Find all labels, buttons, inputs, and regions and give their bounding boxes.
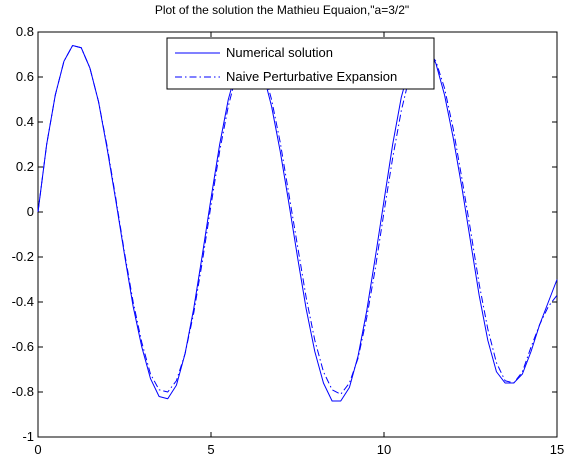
ticks-layer: 0 5 10 15 -1 -0.8 -0.6 -0.4 -0.2 0 0.2 0.4 0.6 0.8 bbox=[12, 24, 565, 457]
y-tick-label: 0.2 bbox=[16, 159, 34, 174]
y-tick-label: -0.4 bbox=[12, 294, 34, 309]
legend: Numerical solution Naive Perturbative Ex… bbox=[166, 37, 435, 90]
y-tick-label: -1 bbox=[22, 429, 34, 444]
x-tick-label: 0 bbox=[34, 442, 41, 457]
legend-box bbox=[166, 37, 435, 90]
legend-label-perturbative: Naive Perturbative Expansion bbox=[226, 69, 397, 84]
plot-area: 0 5 10 15 -1 -0.8 -0.6 -0.4 -0.2 0 0.2 0.4 0.6 0.8 bbox=[12, 24, 565, 457]
y-tick-label: 0.4 bbox=[16, 114, 34, 129]
y-tick-label: 0.6 bbox=[16, 69, 34, 84]
x-tick-label: 10 bbox=[377, 442, 391, 457]
y-tick-label: 0.8 bbox=[16, 24, 34, 39]
axes-box bbox=[37, 31, 558, 438]
x-tick-label: 15 bbox=[550, 442, 564, 457]
series-line-1 bbox=[37, 45, 558, 395]
series-layer bbox=[37, 45, 558, 402]
chart-title: Plot of the solution the Mathieu Equaion… bbox=[155, 3, 409, 17]
y-tick-label: -0.8 bbox=[12, 384, 34, 399]
y-tick-label: -0.6 bbox=[12, 339, 34, 354]
y-tick-label: 0 bbox=[27, 204, 34, 219]
y-tick-label: -0.2 bbox=[12, 249, 34, 264]
legend-label-numerical: Numerical solution bbox=[226, 45, 333, 60]
x-tick-label: 5 bbox=[207, 442, 214, 457]
